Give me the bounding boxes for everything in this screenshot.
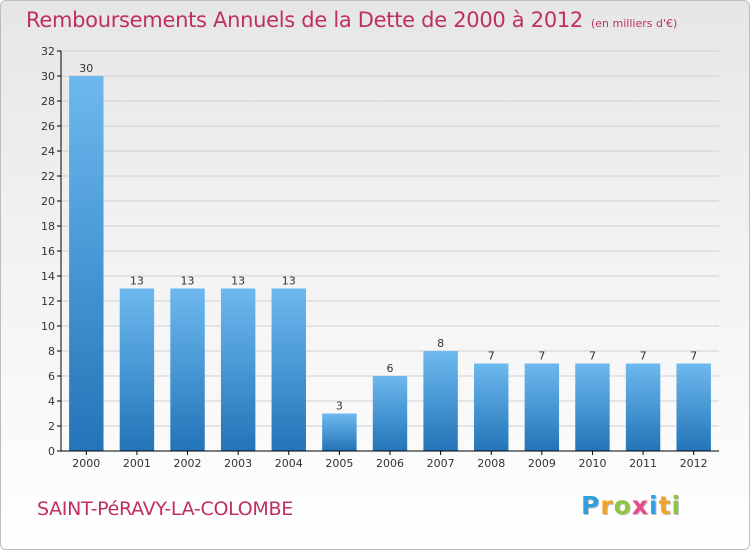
data-label: 13 [231,275,245,288]
x-tick-label: 2008 [477,457,505,470]
y-tick-label: 0 [48,445,55,458]
data-label: 13 [181,275,195,288]
bar-2010 [575,363,610,451]
bar-2008 [474,363,509,451]
x-tick-label: 2001 [123,457,151,470]
x-tick-label: 2006 [376,457,404,470]
y-tick-label: 24 [41,145,55,158]
logo-letter: o [613,491,632,520]
data-label: 7 [488,350,495,363]
data-label: 3 [336,400,343,413]
bar-2005 [322,413,357,451]
bar-2004 [271,288,306,451]
bar-2003 [220,288,256,451]
bar-2011 [625,363,661,451]
y-tick-label: 10 [41,320,55,333]
logo-letter: r [600,491,614,520]
logo-letter: P [581,491,601,520]
commune-name: SAINT-PéRAVY-LA-COLOMBE [37,498,293,520]
logo-letter: t [658,491,672,520]
data-label: 30 [79,62,93,75]
data-label: 7 [640,350,647,363]
bar-2002 [170,288,205,451]
y-tick-label: 16 [41,245,55,258]
x-tick-label: 2007 [427,457,455,470]
y-tick-label: 20 [41,195,55,208]
logo-letter: x [631,491,649,520]
y-tick-label: 18 [41,220,55,233]
x-tick-label: 2012 [680,457,708,470]
logo-letter: i [649,491,659,520]
bars [69,76,711,451]
y-tick-label: 2 [48,420,55,433]
bar-2012 [676,363,711,451]
y-tick-label: 8 [48,345,55,358]
x-tick-label: 2005 [325,457,353,470]
bar-2006 [372,376,408,451]
y-tick-label: 4 [48,395,55,408]
y-tick-label: 6 [48,370,55,383]
chart-title: Remboursements Annuels de la Dette de 20… [26,8,677,32]
chart-subtitle: (en milliers d'€) [591,17,678,30]
x-tick-label: 2009 [528,457,556,470]
proxiti-logo: Proxiti [581,491,681,520]
y-tick-label: 22 [41,170,55,183]
x-tick-label: 2002 [174,457,202,470]
title-text: Remboursements Annuels de la Dette de 20… [26,8,583,32]
y-tick-label: 30 [41,70,55,83]
x-tick-label: 2003 [224,457,252,470]
data-label: 7 [690,350,697,363]
data-label: 13 [282,275,296,288]
y-tick-label: 28 [41,95,55,108]
x-tick-label: 2000 [72,457,100,470]
bar-2000 [69,76,104,451]
data-label: 13 [130,275,144,288]
y-tick-label: 32 [41,45,55,58]
x-tick-label: 2011 [629,457,657,470]
x-tick-label: 2004 [275,457,303,470]
data-labels: 30 13 13 13 13 3 6 8 7 7 7 7 7 [79,62,697,413]
data-label: 7 [538,350,545,363]
bar-2009 [524,363,560,451]
y-tick-label: 14 [41,270,55,283]
bar-2001 [119,288,155,451]
data-label: 7 [589,350,596,363]
data-label: 6 [387,362,394,375]
x-tick-label: 2010 [578,457,606,470]
data-label: 8 [437,337,444,350]
y-tick-label: 12 [41,295,55,308]
y-tick-label: 26 [41,120,55,133]
bar-2007 [423,351,458,451]
logo-letter: i [671,491,682,520]
